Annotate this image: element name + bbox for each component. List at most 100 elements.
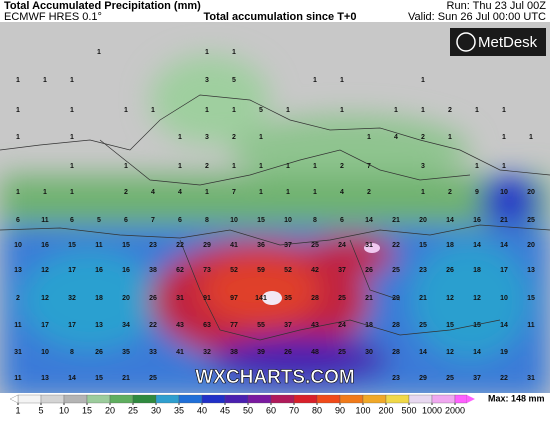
map-value: 2 xyxy=(340,163,344,170)
map-value: 77 xyxy=(230,322,238,329)
map-value: 2 xyxy=(205,163,209,170)
map-value: 17 xyxy=(41,322,49,329)
map-value: 21 xyxy=(122,375,130,382)
colorbar-segment xyxy=(247,394,272,404)
map-value: 20 xyxy=(527,242,535,249)
map-value: 33 xyxy=(149,349,157,356)
map-value: 21 xyxy=(500,217,508,224)
run: Run: Thu 23 Jul 00Z xyxy=(447,0,547,12)
map-value: 16 xyxy=(122,267,130,274)
colorbar-label: 35 xyxy=(174,405,184,415)
map-value: 30 xyxy=(365,349,373,356)
model: ECMWF HRES 0.1° xyxy=(4,11,102,23)
map-value: 15 xyxy=(68,242,76,249)
map-value: 23 xyxy=(419,267,427,274)
colorbar-label: 90 xyxy=(335,405,345,415)
map-value: 14 xyxy=(68,375,76,382)
map-value: 22 xyxy=(176,242,184,249)
map-value: 15 xyxy=(122,242,130,249)
map-value: 17 xyxy=(68,322,76,329)
map-value: 10 xyxy=(500,295,508,302)
map-value: 4 xyxy=(151,189,155,196)
map-value: 1 xyxy=(124,107,128,114)
colorbar-segment xyxy=(316,394,341,404)
map-value: 1 xyxy=(259,163,263,170)
map-value: 38 xyxy=(230,349,238,356)
colorbar-label: 5 xyxy=(38,405,43,415)
map-value: 1 xyxy=(178,134,182,141)
map-value: 1 xyxy=(70,163,74,170)
map-value: 12 xyxy=(446,295,454,302)
map xyxy=(0,22,550,393)
colorbar-segment xyxy=(17,394,42,404)
map-value: 25 xyxy=(527,217,535,224)
map-value: 11 xyxy=(95,242,103,249)
map-value: 8 xyxy=(70,349,74,356)
map-value: 97 xyxy=(230,295,238,302)
map-value: 22 xyxy=(392,242,400,249)
colorbar-arrow-left xyxy=(9,394,19,404)
map-value: 1 xyxy=(43,77,47,84)
map-value: 29 xyxy=(203,242,211,249)
map-value: 26 xyxy=(284,349,292,356)
colorbar-label: 1 xyxy=(15,405,20,415)
colorbar-label: 15 xyxy=(82,405,92,415)
map-value: 32 xyxy=(203,349,211,356)
map-value: 1 xyxy=(259,189,263,196)
map-value: 18 xyxy=(95,295,103,302)
map-value: 31 xyxy=(365,242,373,249)
map-labels: 1 1 11 1 1 3 5 1 1 11 1 1 1 1 1 5 1 1 1 1 2 1 11 1 1 3 2 1 1 4 2 1 1 11 1 1… xyxy=(14,49,535,382)
map-value: 12 xyxy=(446,349,454,356)
colorbar-segment xyxy=(339,394,364,404)
map-value: 15 xyxy=(95,375,103,382)
map-value: 4 xyxy=(394,134,398,141)
colorbar-segment xyxy=(362,394,387,404)
map-value: 1 xyxy=(340,107,344,114)
map-value: 1 xyxy=(70,134,74,141)
map-value: 18 xyxy=(365,322,373,329)
colorbar-label: 60 xyxy=(266,405,276,415)
map-value: 24 xyxy=(338,322,346,329)
map-value: 8 xyxy=(313,217,317,224)
map-value: 7 xyxy=(232,189,236,196)
map-value: 63 xyxy=(203,322,211,329)
map-value: 39 xyxy=(257,349,265,356)
map-value: 15 xyxy=(419,242,427,249)
map-value: 7 xyxy=(151,217,155,224)
colorbar-segment xyxy=(178,394,203,404)
map-value: 1 xyxy=(16,189,20,196)
max-label: Max: 148 mm xyxy=(488,393,545,403)
map-value: 37 xyxy=(338,267,346,274)
map-value: 7 xyxy=(367,163,371,170)
map-value: 20 xyxy=(419,217,427,224)
map-value: 13 xyxy=(95,322,103,329)
map-value: 26 xyxy=(446,267,454,274)
map-value: 1 xyxy=(313,189,317,196)
colorbar-label: 30 xyxy=(151,405,161,415)
colorbar-segment xyxy=(385,394,410,404)
map-value: 14 xyxy=(473,242,481,249)
map-value: 25 xyxy=(419,322,427,329)
map-value: 25 xyxy=(338,349,346,356)
map-value: 32 xyxy=(68,295,76,302)
colorbar-segment xyxy=(431,394,456,404)
map-value: 6 xyxy=(178,217,182,224)
map-value: 6 xyxy=(16,217,20,224)
colorbar-label: 40 xyxy=(197,405,207,415)
map-value: 38 xyxy=(149,267,157,274)
map-value: 14 xyxy=(419,349,427,356)
map-value: 1 xyxy=(313,77,317,84)
map-value: 31 xyxy=(527,375,535,382)
map-value: 2 xyxy=(124,189,128,196)
map-value: 1 xyxy=(394,107,398,114)
colorbar-segment xyxy=(224,394,249,404)
map-value: 5 xyxy=(232,77,236,84)
map-value: 20 xyxy=(122,295,130,302)
colorbar-segment xyxy=(109,394,134,404)
map-value: 1 xyxy=(286,163,290,170)
map-value: 25 xyxy=(392,267,400,274)
map-value: 1 xyxy=(421,77,425,84)
map-value: 4 xyxy=(178,189,182,196)
colorbar-segment xyxy=(86,394,111,404)
